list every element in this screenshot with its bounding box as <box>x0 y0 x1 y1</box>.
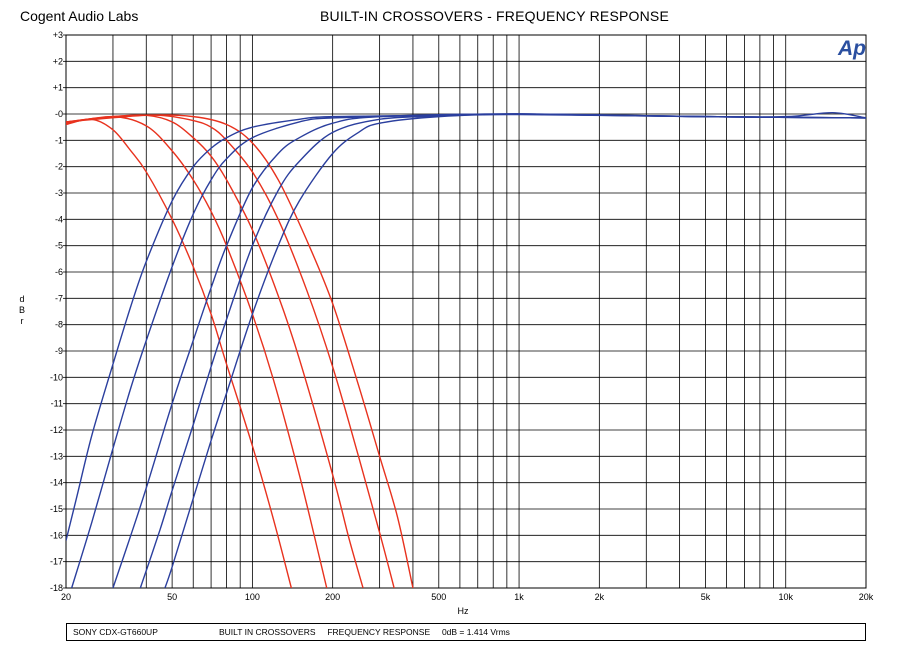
y-tick-label: -17 <box>50 557 63 567</box>
x-tick-label: 2k <box>595 592 605 602</box>
y-tick-label: -7 <box>55 293 63 303</box>
frequency-response-chart: +3 +2 +1 -0 -1 -2 -3 -4 -5 -6 -7 -8 -9 -10 -11 -12 -13 -1… <box>19 30 874 616</box>
x-tick-label: 10k <box>778 592 793 602</box>
ap-logo: Ap <box>837 37 866 60</box>
y-tick-label: -5 <box>55 241 63 251</box>
x-tick-label: 50 <box>167 592 177 602</box>
y-tick-label: -16 <box>50 530 63 540</box>
y-tick-label: -0 <box>55 109 63 119</box>
lowpass-curve-2 <box>66 115 328 588</box>
x-axis-ticks: 20 50 100 200 500 1k 2k 5k 10k 20k <box>61 592 874 602</box>
x-tick-label: 1k <box>514 592 524 602</box>
y-tick-label: -13 <box>50 451 63 461</box>
y-tick-label: -14 <box>50 478 63 488</box>
footer-description: BUILT IN CROSSOVERS FREQUENCY RESPONSE 0… <box>219 627 510 637</box>
x-tick-label: 500 <box>431 592 446 602</box>
x-tick-label: 20k <box>859 592 874 602</box>
y-tick-label: -18 <box>50 583 63 593</box>
brand-label: Cogent Audio Labs <box>20 8 139 24</box>
y-tick-label: -8 <box>55 320 63 330</box>
x-tick-label: 100 <box>245 592 260 602</box>
x-axis-label: Hz <box>458 606 469 616</box>
lowpass-curve-3 <box>66 114 364 588</box>
y-tick-label: -2 <box>55 162 63 172</box>
y-tick-label: +3 <box>53 30 63 40</box>
x-tick-label: 200 <box>325 592 340 602</box>
lowpass-curve-1 <box>66 118 293 588</box>
y-tick-label: -15 <box>50 504 63 514</box>
footer-model: SONY CDX-GT660UP <box>73 627 158 637</box>
y-tick-label: -6 <box>55 267 63 277</box>
y-tick-label: -3 <box>55 188 63 198</box>
curves <box>66 111 866 588</box>
plot-frame <box>65 34 867 589</box>
chart-title: BUILT-IN CROSSOVERS - FREQUENCY RESPONSE <box>320 8 669 24</box>
grid <box>65 34 867 589</box>
y-axis-ticks: +3 +2 +1 -0 -1 -2 -3 -4 -5 -6 -7 -8 -9 -10 -11 -12 -13 -1… <box>50 30 66 593</box>
y-tick-label: -1 <box>55 135 63 145</box>
y-tick-label: +2 <box>53 56 63 66</box>
y-tick-label: -4 <box>55 214 63 224</box>
y-tick-label: -10 <box>50 372 63 382</box>
highpass-curve-10 <box>164 113 866 588</box>
lowpass-curve-5 <box>66 114 414 588</box>
x-tick-label: 20 <box>61 592 71 602</box>
footer-info: SONY CDX-GT660UP BUILT IN CROSSOVERS FRE… <box>66 623 866 641</box>
y-tick-label: -11 <box>51 399 63 409</box>
highpass-curve-6 <box>66 111 866 541</box>
x-tick-label: 5k <box>701 592 711 602</box>
y-tick-label: -9 <box>55 346 63 356</box>
y-tick-label: -12 <box>50 425 63 435</box>
y-tick-label: +1 <box>53 83 63 93</box>
